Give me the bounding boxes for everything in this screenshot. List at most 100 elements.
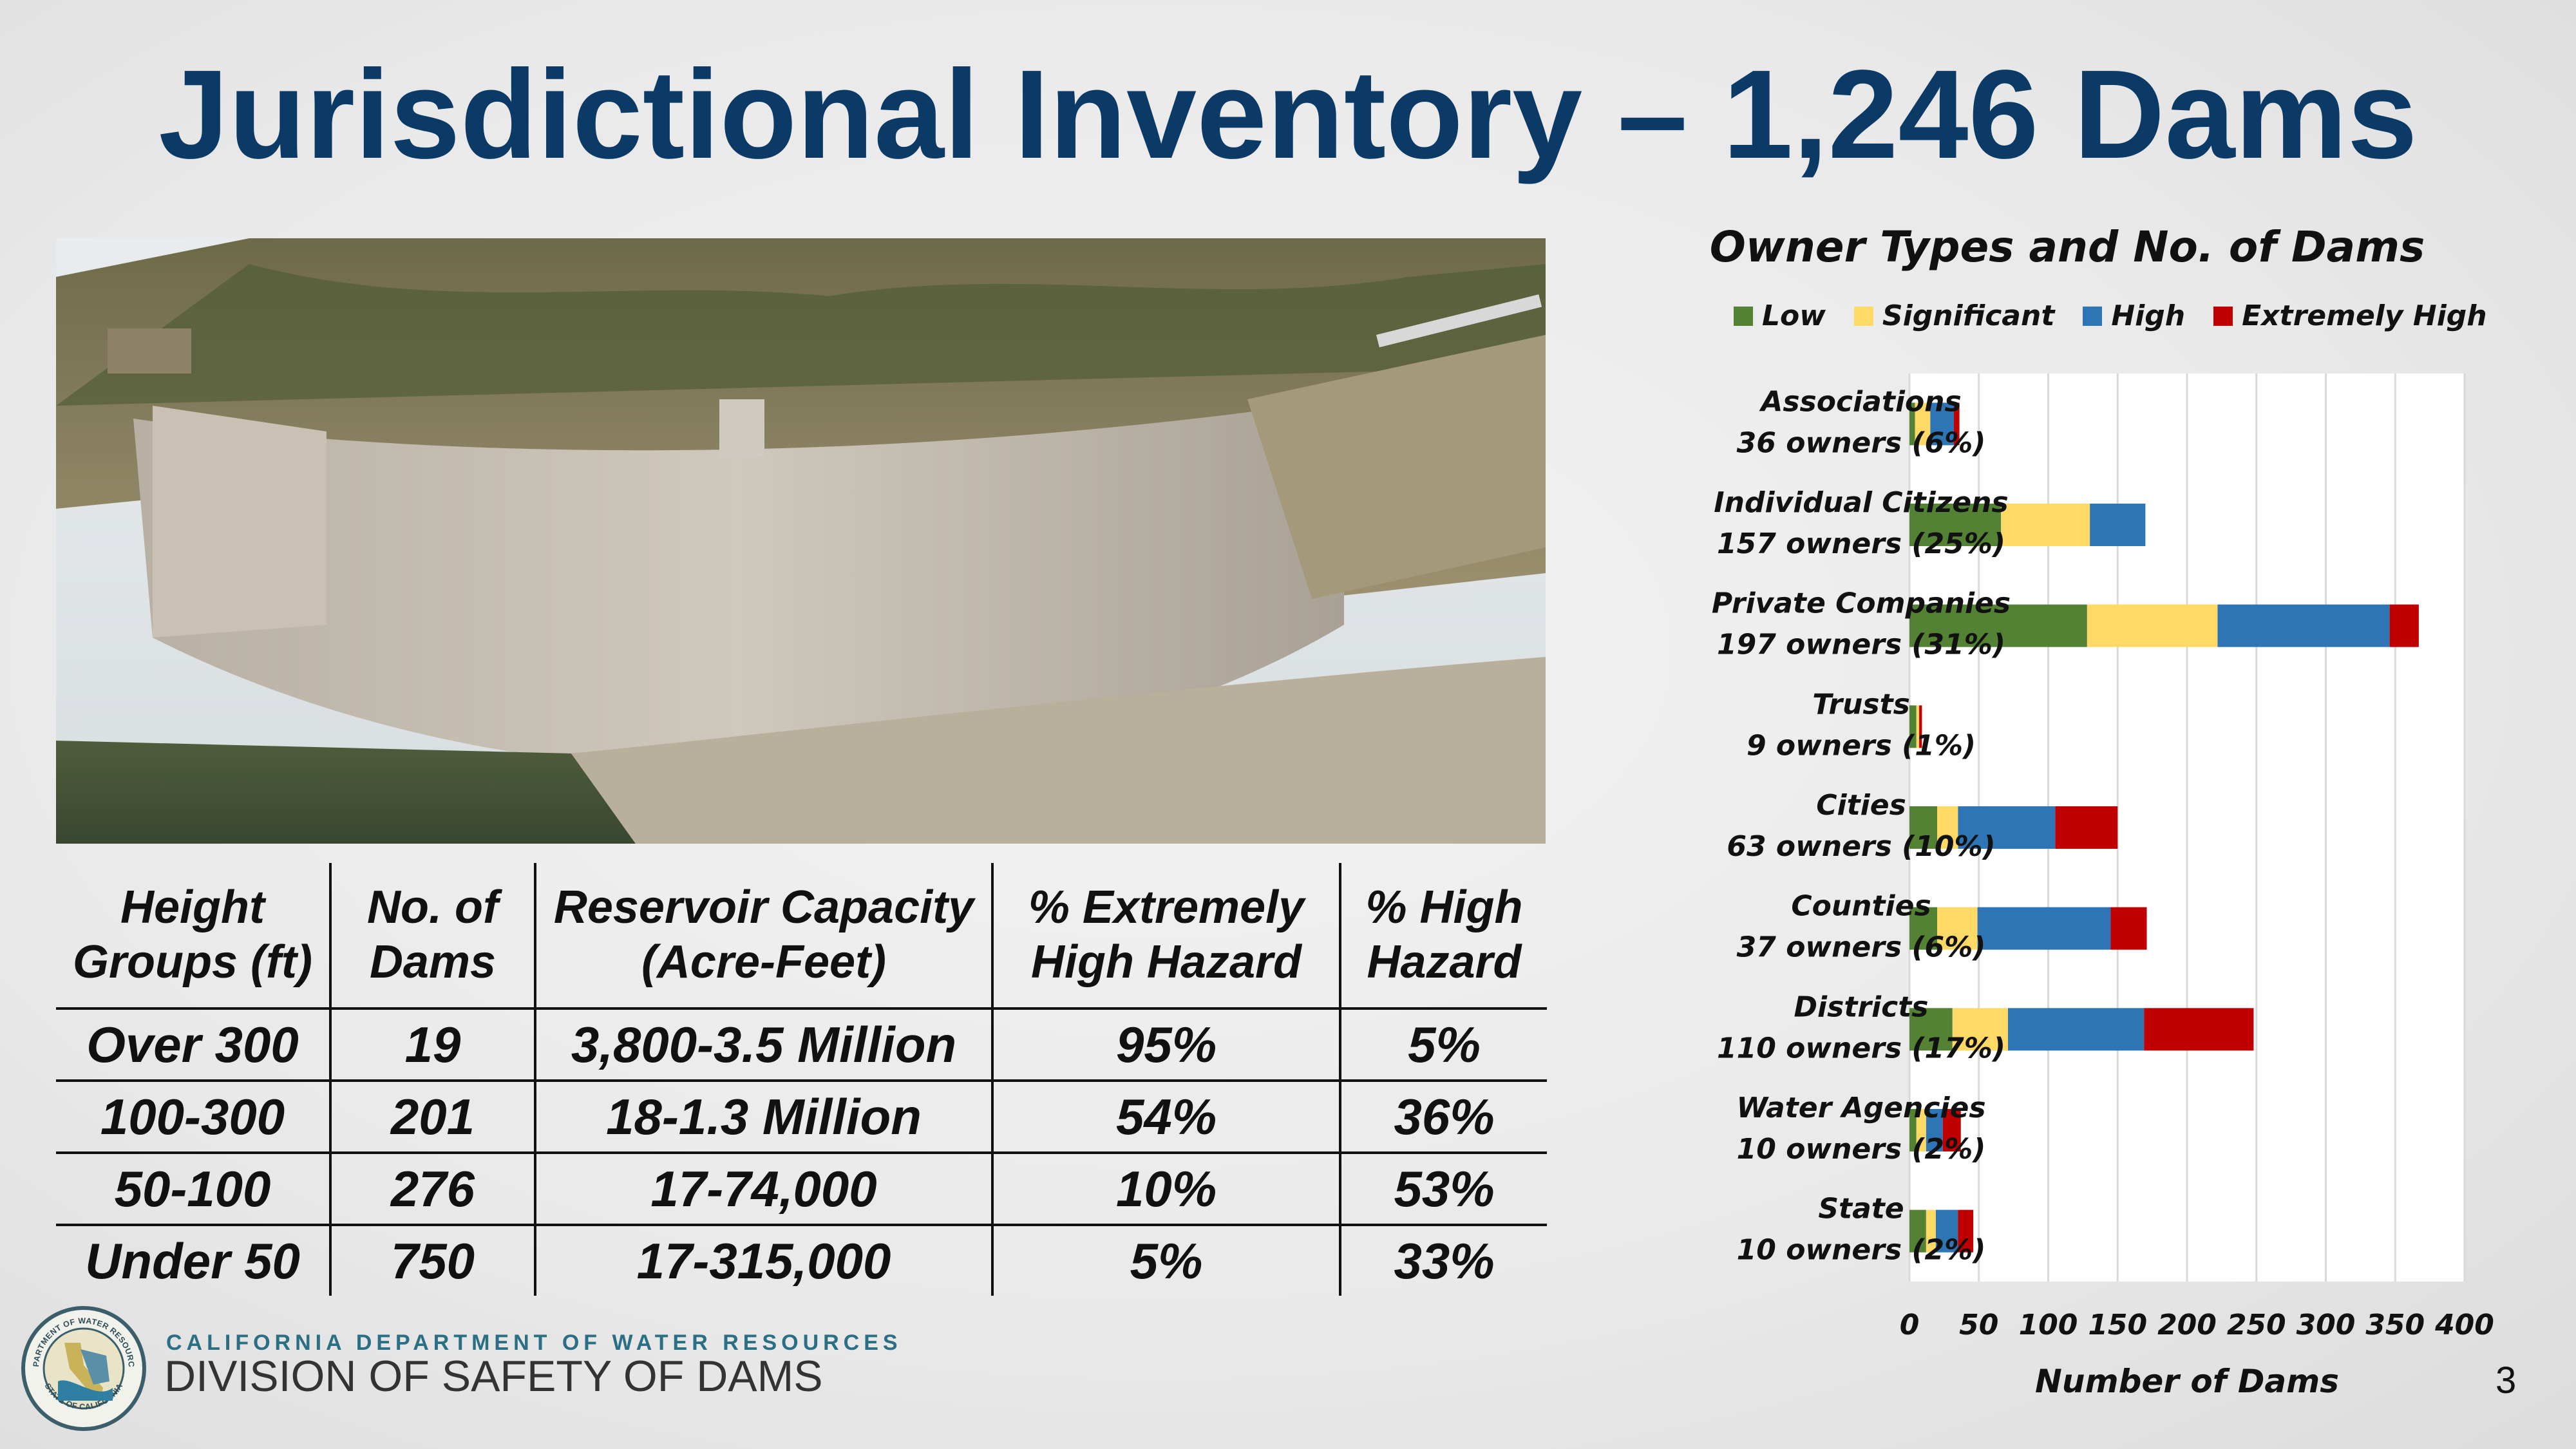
- dam-photo: [56, 238, 1546, 844]
- bar-segment: [1930, 402, 1954, 446]
- bar-segment: [2110, 907, 2147, 950]
- y-category-sublabel: 110 owners (17%): [1717, 1032, 2005, 1065]
- legend-item-extremely-high: Extremely High: [2213, 299, 2487, 332]
- table-cell: 33%: [1339, 1225, 1547, 1296]
- dwr-seal-logo: DEPARTMENT OF WATER RESOURCES STATE OF C…: [19, 1304, 146, 1431]
- slide-title: Jurisdictional Inventory – 1,246 Dams: [158, 44, 2418, 185]
- x-tick-label: 400: [2434, 1309, 2494, 1341]
- table-cell: 10%: [991, 1153, 1340, 1226]
- bar-segment: [2001, 504, 2090, 546]
- table-row: Over 300 19 3,800-3.5 Million 95% 5%: [56, 1009, 1547, 1082]
- y-category-label: Individual Citizens: [1714, 486, 2008, 519]
- table-row: Under 50 750 17-315,000 5% 33%: [56, 1225, 1547, 1296]
- bar-segment: [1937, 907, 1978, 950]
- bar-segment: [2144, 1008, 2254, 1051]
- bar-segment: [1909, 402, 1915, 446]
- bar-segment: [1909, 806, 1938, 849]
- bar-segment: [1909, 1109, 1917, 1151]
- legend-swatch-extremely-high: [2213, 306, 2233, 326]
- table-cell: 53%: [1339, 1153, 1547, 1226]
- bar-segment: [1926, 1209, 1936, 1253]
- y-category-sublabel: 157 owners (25%): [1717, 527, 2005, 560]
- bar-segment: [1915, 402, 1931, 446]
- table-cell: 201: [329, 1081, 535, 1154]
- table-cell: 276: [329, 1153, 535, 1226]
- header-height-groups: Height Groups (ft): [56, 863, 330, 1010]
- table-cell: 19: [329, 1009, 535, 1082]
- table-cell: 54%: [991, 1081, 1340, 1154]
- legend-item-low: Low: [1734, 299, 1826, 332]
- table-cell: 750: [329, 1225, 535, 1296]
- x-tick-label: 350: [2365, 1309, 2425, 1341]
- table-cell: 36%: [1339, 1081, 1547, 1154]
- y-category-label: Counties: [1791, 890, 1931, 923]
- bar-segment: [1935, 1209, 1958, 1253]
- bar-segment: [2090, 504, 2146, 546]
- x-tick-label: 100: [2019, 1309, 2078, 1341]
- height-groups-table: Height Groups (ft) No. of Dams Reservoir…: [56, 863, 1547, 1296]
- bar-segment: [1909, 1209, 1926, 1253]
- bar-segment: [1909, 907, 1938, 950]
- y-category-sublabel: 36 owners (6%): [1737, 426, 1986, 459]
- y-category-sublabel: 63 owners (10%): [1727, 830, 1995, 863]
- x-tick-label: 250: [2227, 1309, 2286, 1341]
- table-cell: 5%: [991, 1225, 1340, 1296]
- table-row: 50-100 276 17-74,000 10% 53%: [56, 1153, 1547, 1226]
- legend-label-extremely-high: Extremely High: [2242, 299, 2487, 332]
- legend-label-low: Low: [1762, 299, 1826, 332]
- bar-segment: [1926, 1109, 1943, 1151]
- table-cell: 5%: [1339, 1009, 1547, 1082]
- x-tick-label: 0: [1900, 1309, 1920, 1341]
- y-category-sublabel: 10 owners (2%): [1737, 1234, 1986, 1267]
- table-cell: 3,800-3.5 Million: [534, 1009, 992, 1082]
- slide-number: 3: [2496, 1359, 2517, 1401]
- bar-segment: [1916, 1109, 1926, 1151]
- bar-segment: [1942, 1109, 1961, 1151]
- header-extremely-high-hazard: % Extremely High Hazard: [991, 863, 1340, 1010]
- legend-label-significant: Significant: [1882, 299, 2055, 332]
- owner-types-chart: 0 50 100 150 200 250 300 350 400 Associations 36 o…: [1584, 361, 2512, 1400]
- bar-segment: [1953, 402, 1960, 446]
- y-category-label: Districts: [1794, 990, 1929, 1023]
- header-reservoir-capacity: Reservoir Capacity (Acre-Feet): [534, 863, 992, 1010]
- x-tick-label: 150: [2088, 1309, 2147, 1341]
- y-category-label: Trusts: [1812, 688, 1910, 721]
- org-name-dsod: DIVISION OF SAFETY OF DAMS: [164, 1352, 823, 1401]
- org-name-dwr: CALIFORNIA DEPARTMENT OF WATER RESOURCES: [166, 1331, 902, 1355]
- table-row: 100-300 201 18-1.3 Million 54% 36%: [56, 1081, 1547, 1154]
- bar-segment: [1977, 907, 2111, 950]
- legend-item-high: High: [2083, 299, 2185, 332]
- table-cell: Over 300: [56, 1009, 330, 1082]
- table-cell: Under 50: [85, 1232, 300, 1289]
- y-category-label: Water Agencies: [1736, 1092, 1985, 1124]
- bar-segment: [1919, 705, 1922, 748]
- bar-segment: [2008, 1008, 2145, 1051]
- y-category-label: Associations: [1759, 385, 1961, 418]
- x-tick-label: 200: [2157, 1309, 2217, 1341]
- x-tick-label: 50: [1959, 1309, 1998, 1341]
- table-cell: 100-300: [56, 1081, 330, 1154]
- table-cell: 95%: [991, 1009, 1340, 1082]
- bar-segment: [1909, 504, 2002, 546]
- bar-segment: [1909, 1008, 1953, 1051]
- table-header-row: Height Groups (ft) No. of Dams Reservoir…: [56, 863, 1547, 1010]
- legend-item-significant: Significant: [1853, 299, 2055, 332]
- x-axis-label: Number of Dams: [2035, 1363, 2339, 1397]
- table-cell: 17-74,000: [534, 1153, 992, 1226]
- bar-segment: [1958, 806, 2056, 849]
- bar-segment: [2087, 604, 2218, 647]
- y-category-sublabel: 10 owners (2%): [1737, 1133, 1986, 1166]
- y-category-sublabel: 9 owners (1%): [1747, 729, 1976, 762]
- header-no-of-dams: No. of Dams: [329, 863, 535, 1010]
- table-cell: 17-315,000: [534, 1225, 992, 1296]
- chart-title: Owner Types and No. of Dams: [1709, 222, 2425, 272]
- legend-label-high: High: [2111, 299, 2186, 332]
- bar-segment: [1916, 705, 1920, 748]
- bar-segment: [2217, 604, 2390, 647]
- table-cell: 50-100: [56, 1153, 330, 1226]
- legend-swatch-significant: [1853, 306, 1873, 326]
- y-category-sublabel: 37 owners (6%): [1737, 931, 1986, 964]
- bar-segment: [1909, 604, 2087, 647]
- y-category-sublabel: 197 owners (31%): [1717, 629, 2005, 661]
- bar-segment: [2055, 806, 2118, 849]
